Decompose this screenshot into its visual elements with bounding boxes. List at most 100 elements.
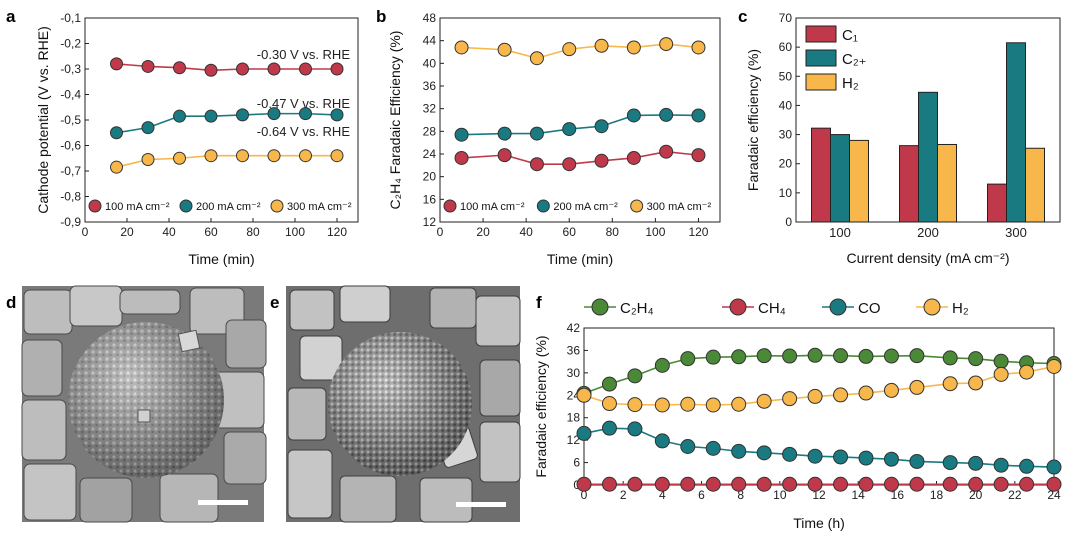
y-tick-label-c: 50 xyxy=(779,69,793,83)
data-point-f-0 xyxy=(680,351,696,367)
data-point-b-2 xyxy=(659,37,674,52)
y-tick-label-f: 42 xyxy=(567,321,581,335)
legend-swatch-c-0 xyxy=(805,25,837,43)
data-point-f-1 xyxy=(909,476,925,492)
y-tick-label-f: 12 xyxy=(567,433,581,447)
y-tick-label-b: 28 xyxy=(423,124,437,138)
bar-c-1-2 xyxy=(1006,42,1026,223)
data-point-f-3 xyxy=(1019,364,1035,380)
y-tick-label-f: 36 xyxy=(567,343,581,357)
data-point-f-0 xyxy=(782,348,798,364)
sem-image-e xyxy=(286,285,521,523)
data-point-a-2 xyxy=(330,149,344,163)
data-point-a-2 xyxy=(110,160,123,174)
y-tick-label-f: 18 xyxy=(567,411,581,425)
x-tick-label-c: 100 xyxy=(829,225,851,240)
data-point-f-2 xyxy=(627,421,643,437)
data-point-f-1 xyxy=(705,476,721,492)
y-tick-label-c: 60 xyxy=(779,40,793,54)
plot-frame-b xyxy=(439,17,721,223)
bar-c-1-0 xyxy=(830,134,850,223)
y-tick-label-c: 10 xyxy=(779,186,793,200)
data-point-b-1 xyxy=(659,107,674,122)
y-tick-label-b: 44 xyxy=(423,34,437,48)
data-point-f-0 xyxy=(601,376,617,392)
x-tick-label-a: 40 xyxy=(162,225,176,239)
y-axis-label-b: C₂H₄ Faradaic Efficiency (%) xyxy=(387,31,403,210)
data-point-b-0 xyxy=(594,153,609,168)
data-point-b-0 xyxy=(691,148,706,163)
data-point-f-2 xyxy=(731,443,747,459)
panel-letter-e: e xyxy=(270,293,279,312)
data-point-f-0 xyxy=(731,349,747,365)
x-tick-label-f: 24 xyxy=(1047,488,1061,502)
x-tick-label-f: 18 xyxy=(930,488,944,502)
data-point-b-0 xyxy=(497,148,512,163)
data-point-b-2 xyxy=(454,40,469,55)
data-point-f-1 xyxy=(731,476,747,492)
legend-marker-b-0 xyxy=(443,199,457,213)
sem-image-d xyxy=(21,285,267,523)
chart-panel-a: -0,1 -0,2 -0,3 -0,4 -0,5 -0,6 -0,7 -0,8 -0,9 Cath… xyxy=(35,11,359,267)
y-tick-label-b: 36 xyxy=(423,79,437,93)
y-tick-label-c: 20 xyxy=(779,157,793,171)
data-point-f-0 xyxy=(654,357,670,373)
data-point-f-3 xyxy=(1046,359,1062,375)
legend-label-c-1: C₂₊ xyxy=(842,51,867,68)
data-point-b-0 xyxy=(562,157,577,172)
data-point-a-0 xyxy=(141,59,155,73)
chart-panel-c: 0 10 20 30 40 50 60 70 Faradaic efficiency (%) Cu… xyxy=(745,11,1061,266)
legend-label-a-0: 100 mA cm⁻² xyxy=(105,201,170,213)
data-point-f-2 xyxy=(756,445,772,461)
x-axis-label-b: Time (min) xyxy=(547,251,613,267)
data-point-f-3 xyxy=(601,396,617,412)
data-point-f-1 xyxy=(1019,476,1035,492)
data-point-f-3 xyxy=(942,376,958,392)
data-point-f-3 xyxy=(909,379,925,395)
data-point-b-1 xyxy=(626,108,641,123)
data-point-f-2 xyxy=(833,449,849,465)
data-point-f-1 xyxy=(807,476,823,492)
data-point-a-0 xyxy=(236,62,249,76)
data-point-f-2 xyxy=(680,438,696,454)
legend-marker-a-2 xyxy=(270,199,284,213)
bar-c-2-1 xyxy=(937,143,957,223)
data-point-f-0 xyxy=(756,348,772,364)
x-tick-label-b: 100 xyxy=(645,225,665,239)
y-tick-label-a: -0,9 xyxy=(60,215,81,229)
data-point-b-1 xyxy=(529,126,544,141)
data-point-f-2 xyxy=(1019,458,1035,474)
data-point-f-1 xyxy=(627,476,643,492)
data-point-a-1 xyxy=(299,107,312,121)
scale-bar-e xyxy=(456,502,506,507)
x-tick-label-b: 120 xyxy=(688,225,708,239)
legend-label-a-1: 200 mA cm⁻² xyxy=(196,201,261,213)
data-point-f-2 xyxy=(782,446,798,462)
chart-panel-b: 12 16 20 24 28 32 36 40 44 48 C₂H₄ Faradaic Effici… xyxy=(387,11,721,267)
data-point-f-2 xyxy=(576,425,592,441)
data-point-f-1 xyxy=(993,476,1009,492)
data-point-f-3 xyxy=(968,375,984,391)
legend-label-f-2: CO xyxy=(858,300,881,317)
legend-label-b-2: 300 mA cm⁻² xyxy=(647,201,712,213)
data-point-a-1 xyxy=(173,109,186,123)
x-tick-label-f: 10 xyxy=(773,488,787,502)
data-point-f-1 xyxy=(756,476,772,492)
data-point-a-2 xyxy=(173,151,186,165)
data-point-b-0 xyxy=(659,144,674,159)
data-point-f-1 xyxy=(883,476,899,492)
data-point-a-2 xyxy=(299,149,312,163)
data-point-f-2 xyxy=(993,457,1009,473)
data-point-f-2 xyxy=(883,451,899,467)
legend-marker-f-0 xyxy=(591,298,609,316)
legend-label-f-0: C₂H₄ xyxy=(620,300,654,317)
data-point-f-2 xyxy=(601,420,617,436)
panel-letter-b: b xyxy=(376,7,386,26)
legend-label-b-1: 200 mA cm⁻² xyxy=(553,201,618,213)
data-point-a-0 xyxy=(330,62,344,76)
y-tick-label-b: 20 xyxy=(423,170,437,184)
legend-label-c-2: H₂ xyxy=(842,75,859,92)
bar-c-0-0 xyxy=(811,127,831,223)
data-point-f-2 xyxy=(705,440,721,456)
data-point-f-3 xyxy=(782,391,798,407)
